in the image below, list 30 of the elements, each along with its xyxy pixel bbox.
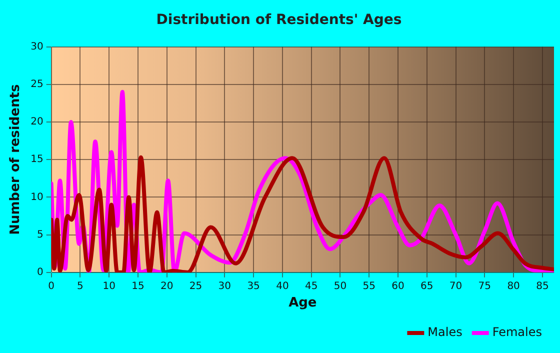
x-tick-label: 45 (304, 280, 318, 292)
x-tick-label: 20 (160, 280, 174, 292)
y-tick-label: 20 (30, 116, 44, 128)
x-tick-label: 15 (132, 280, 144, 292)
legend-label: Males (428, 325, 462, 340)
x-tick-label: 40 (276, 280, 289, 292)
x-axis-title: Age (288, 296, 317, 311)
chart-title: Distribution of Residents' Ages (156, 12, 402, 28)
y-tick-label: 5 (36, 229, 44, 240)
x-tick-label: 85 (536, 280, 549, 292)
y-tick-label: 10 (30, 192, 44, 203)
x-tick-label: 70 (449, 280, 462, 292)
x-tick-label: 55 (362, 280, 376, 292)
y-tick-label: 15 (30, 154, 44, 166)
x-tick-label: 0 (48, 280, 55, 292)
x-tick-label: 25 (189, 280, 202, 292)
y-tick-label: 0 (36, 266, 44, 278)
x-tick-label: 75 (478, 280, 492, 292)
x-tick-label: 50 (334, 280, 347, 292)
x-tick-label: 80 (507, 280, 520, 292)
x-tick-label: 10 (102, 280, 116, 292)
x-tick-label: 65 (420, 280, 434, 292)
x-tick-label: 5 (77, 280, 84, 292)
y-axis-title: Number of residents (8, 84, 24, 235)
x-tick-label: 60 (392, 280, 404, 292)
x-tick-label: 30 (218, 280, 232, 292)
y-tick-label: 25 (30, 78, 44, 90)
x-tick-label: 35 (247, 280, 260, 292)
y-tick-label: 30 (30, 41, 44, 52)
legend-label: Females (492, 325, 542, 340)
